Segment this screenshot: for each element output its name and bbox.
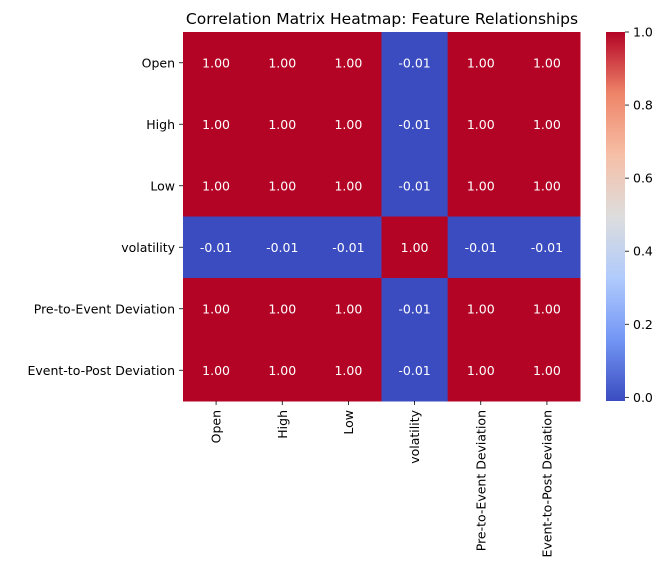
cell-value-label: 1.00 <box>334 55 362 70</box>
heatmap-cell <box>447 278 515 340</box>
cell-value-label: 1.00 <box>533 55 561 70</box>
colorbar-tick-label: 0.2 <box>633 317 653 332</box>
chart-title: Correlation Matrix Heatmap: Feature Rela… <box>186 10 578 28</box>
cell-value-label: 1.00 <box>202 363 230 378</box>
cell-value-label: -0.01 <box>465 240 497 255</box>
heatmap-cell <box>183 216 250 279</box>
heatmap-cell <box>183 32 250 94</box>
heatmap-cell <box>447 93 515 156</box>
heatmap-cell <box>315 339 382 402</box>
heatmap-cell <box>315 278 382 340</box>
cell-value-label: -0.01 <box>398 178 430 193</box>
cell-value-label: 1.00 <box>268 117 296 132</box>
heatmap-cell <box>315 93 382 156</box>
y-tick-label: volatility <box>121 240 175 255</box>
heatmap-cell <box>381 278 449 340</box>
cell-value-label: 1.00 <box>334 301 362 316</box>
cell-value-label: 1.00 <box>202 178 230 193</box>
heatmap-cell <box>249 32 316 94</box>
heatmap-cell <box>183 155 250 217</box>
colorbar-tick-label: 0.8 <box>633 98 653 113</box>
x-tick-label: volatility <box>407 409 422 463</box>
y-axis: Open High Low volatility Pre-to-Event Deviat… <box>27 55 183 378</box>
cell-value-label: 1.00 <box>268 178 296 193</box>
cell-value-label: 1.00 <box>202 301 230 316</box>
heatmap-cell <box>315 155 382 217</box>
heatmap-cell <box>249 93 316 156</box>
colorbar-tick-label: 0.0 <box>633 390 653 405</box>
cell-value-label: -0.01 <box>398 55 430 70</box>
y-tick-label: High <box>146 117 175 132</box>
cell-value-label: -0.01 <box>266 240 298 255</box>
heatmap-cell <box>249 339 316 402</box>
cell-value-label: 1.00 <box>533 178 561 193</box>
heatmap-cell <box>183 93 250 156</box>
heatmap-cell <box>513 155 581 217</box>
y-tick-label: Pre-to-Event Deviation <box>34 301 175 316</box>
heatmap-cell <box>513 339 581 402</box>
cell-value-label: 1.00 <box>202 55 230 70</box>
heatmap-cell <box>447 216 515 279</box>
cell-value-label: -0.01 <box>531 240 563 255</box>
cell-value-label: -0.01 <box>398 301 430 316</box>
x-tick-label: Pre-to-Event Deviation <box>473 410 488 551</box>
cell-value-label: 1.00 <box>533 363 561 378</box>
heatmap-cell <box>513 216 581 279</box>
heatmap-cell-labels: 1.00 1.00 1.00 -0.01 1.00 1.00 1.00 1.00 1.00 -0.… <box>200 55 563 378</box>
cell-value-label: 1.00 <box>268 301 296 316</box>
x-tick-label: Event-to-Post Deviation <box>539 410 554 558</box>
colorbar: 0.0 0.2 0.4 0.6 0.8 1.0 <box>606 25 653 405</box>
heatmap-cell <box>513 93 581 156</box>
x-tick-label: Open <box>209 410 224 443</box>
colorbar-tick-label: 0.6 <box>633 171 653 186</box>
cell-value-label: 1.00 <box>401 240 429 255</box>
x-tick-label: Low <box>341 410 356 435</box>
x-axis: Open High Low volatility Pre-to-Event Deviat… <box>209 401 554 558</box>
heatmap-cell <box>315 32 382 94</box>
heatmap-cell <box>315 216 382 279</box>
cell-value-label: 1.00 <box>202 117 230 132</box>
cell-value-label: 1.00 <box>268 55 296 70</box>
cell-value-label: 1.00 <box>467 363 495 378</box>
cell-value-label: 1.00 <box>268 363 296 378</box>
heatmap-cell <box>381 93 449 156</box>
heatmap-cell <box>381 155 449 217</box>
cell-value-label: 1.00 <box>533 301 561 316</box>
y-tick-label: Low <box>150 178 175 193</box>
heatmap-cell <box>447 155 515 217</box>
heatmap-cell <box>513 32 581 94</box>
heatmap-cell <box>381 32 449 94</box>
y-tick-label: Event-to-Post Deviation <box>27 363 175 378</box>
cell-value-label: -0.01 <box>332 240 364 255</box>
heatmap-cell <box>381 339 449 402</box>
cell-value-label: 1.00 <box>467 178 495 193</box>
cell-value-label: 1.00 <box>533 117 561 132</box>
x-tick-label: High <box>275 410 290 439</box>
cell-value-label: 1.00 <box>334 117 362 132</box>
cell-value-label: -0.01 <box>200 240 232 255</box>
y-tick-label: Open <box>142 55 175 70</box>
heatmap-cell <box>249 155 316 217</box>
heatmap-cell <box>447 32 515 94</box>
heatmap-cell <box>513 278 581 340</box>
heatmap-cell <box>249 278 316 340</box>
colorbar-tick-label: 1.0 <box>633 25 653 40</box>
cell-value-label: -0.01 <box>398 363 430 378</box>
colorbar-gradient <box>606 32 625 401</box>
cell-value-label: 1.00 <box>467 301 495 316</box>
cell-value-label: 1.00 <box>334 178 362 193</box>
cell-value-label: 1.00 <box>467 55 495 70</box>
heatmap-cell <box>183 278 250 340</box>
heatmap-cell <box>249 216 316 279</box>
cell-value-label: -0.01 <box>398 117 430 132</box>
heatmap-cell <box>381 216 449 279</box>
colorbar-tick-label: 0.4 <box>633 244 653 259</box>
heatmap-cell <box>183 339 250 402</box>
heatmap-cell <box>447 339 515 402</box>
heatmap-cells <box>183 32 581 402</box>
cell-value-label: 1.00 <box>467 117 495 132</box>
cell-value-label: 1.00 <box>334 363 362 378</box>
